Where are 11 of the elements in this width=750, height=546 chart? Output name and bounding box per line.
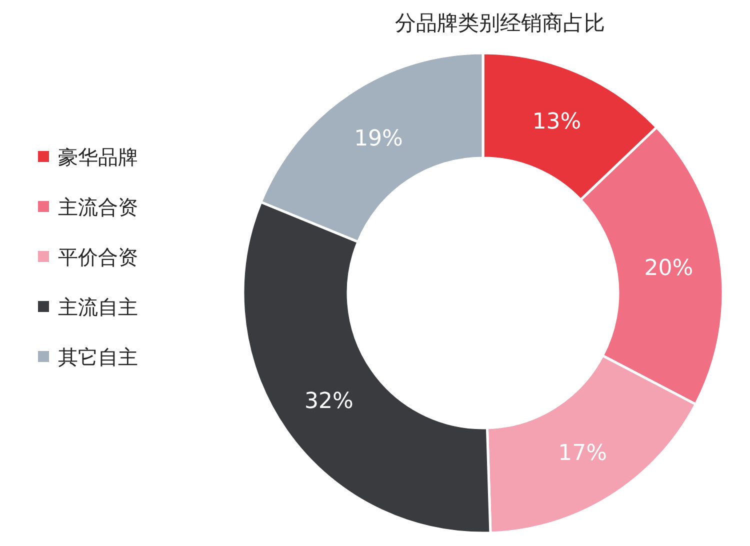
legend-label: 主流合资	[58, 195, 138, 219]
data-label: 32%	[304, 388, 354, 414]
data-label: 17%	[558, 440, 608, 466]
legend-label: 其它自主	[58, 345, 138, 369]
legend-label: 豪华品牌	[58, 145, 138, 169]
data-label: 19%	[354, 126, 403, 152]
legend-label: 主流自主	[58, 295, 138, 319]
data-label: 13%	[532, 110, 582, 135]
chart-title: 分品牌类别经销商占比	[395, 11, 605, 35]
legend-label: 平价合资	[58, 245, 138, 269]
data-label: 20%	[644, 256, 694, 281]
